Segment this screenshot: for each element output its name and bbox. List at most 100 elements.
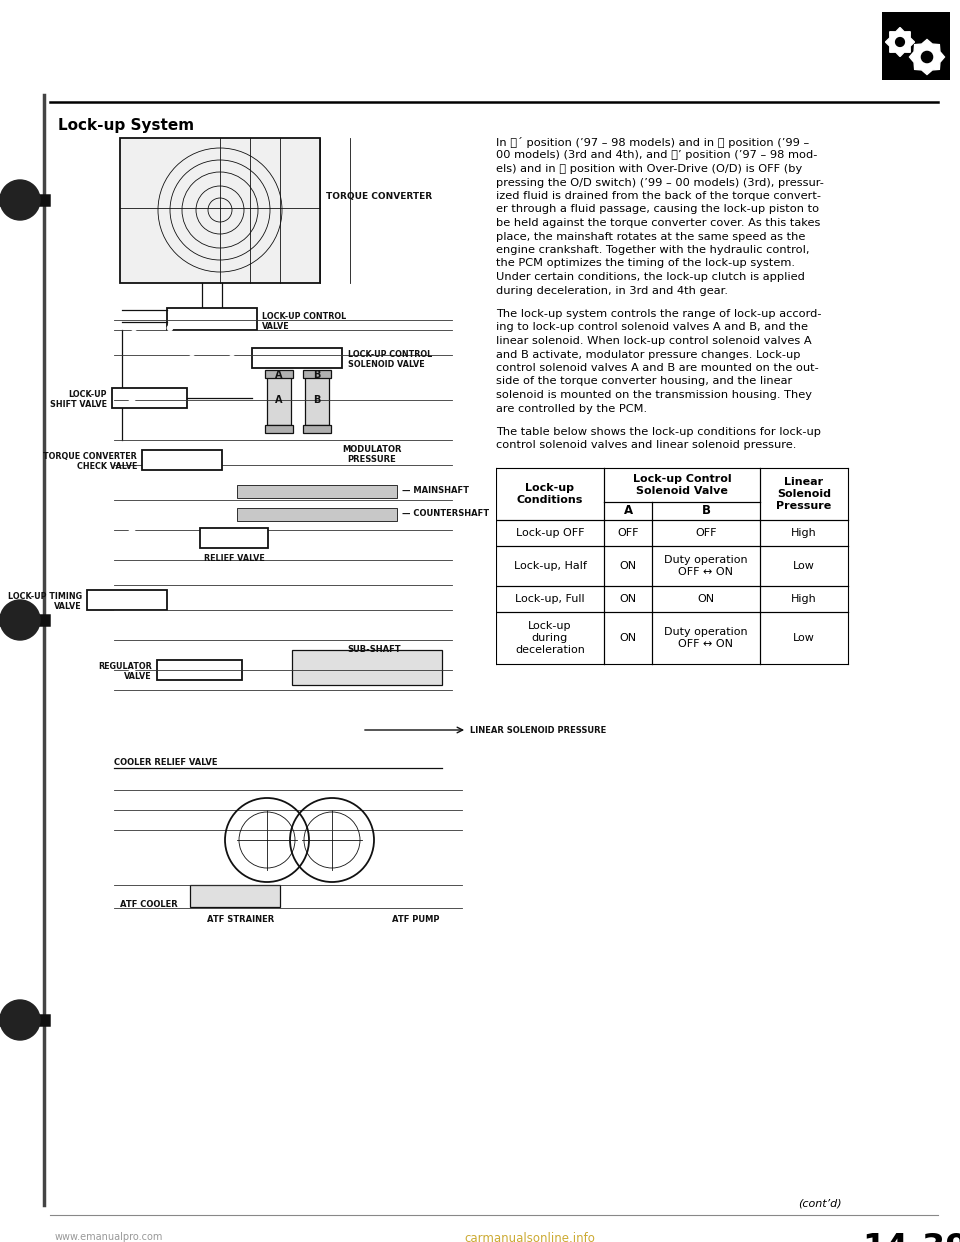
Text: ATF PUMP: ATF PUMP xyxy=(392,915,440,924)
Text: linear solenoid. When lock-up control solenoid valves A: linear solenoid. When lock-up control so… xyxy=(496,337,811,347)
Text: B: B xyxy=(313,395,321,405)
Circle shape xyxy=(189,355,195,361)
Text: The table below shows the lock-up conditions for lock-up: The table below shows the lock-up condit… xyxy=(496,427,821,437)
Text: LOCK-UP CONTROL
SOLENOID VALVE: LOCK-UP CONTROL SOLENOID VALVE xyxy=(348,350,432,369)
Circle shape xyxy=(129,502,135,508)
Text: ized fluid is drained from the back of the torque convert-: ized fluid is drained from the back of t… xyxy=(496,191,821,201)
Circle shape xyxy=(0,1000,40,1040)
Text: TORQUE CONVERTER
CHECK VALVE: TORQUE CONVERTER CHECK VALVE xyxy=(43,452,137,472)
Text: are controlled by the PCM.: are controlled by the PCM. xyxy=(496,404,647,414)
Bar xyxy=(190,886,280,907)
Text: High: High xyxy=(791,594,817,604)
Text: side of the torque converter housing, and the linear: side of the torque converter housing, an… xyxy=(496,376,792,386)
Circle shape xyxy=(229,355,235,361)
Bar xyxy=(200,528,268,548)
Text: during deceleration, in 3rd and 4th gear.: during deceleration, in 3rd and 4th gear… xyxy=(496,286,728,296)
Text: OFF: OFF xyxy=(617,528,638,538)
Text: pressing the O/D switch) (’99 – 00 models) (3rd), pressur-: pressing the O/D switch) (’99 – 00 model… xyxy=(496,178,824,188)
Text: ATF STRAINER: ATF STRAINER xyxy=(207,915,275,924)
Text: The lock-up system controls the range of lock-up accord-: The lock-up system controls the range of… xyxy=(496,309,822,319)
Circle shape xyxy=(0,600,40,640)
Text: ATF COOLER: ATF COOLER xyxy=(120,900,178,909)
Text: ON: ON xyxy=(619,594,636,604)
Bar xyxy=(120,138,320,283)
Polygon shape xyxy=(885,27,915,56)
Text: Low: Low xyxy=(793,633,815,643)
Text: and B activate, modulator pressure changes. Lock-up: and B activate, modulator pressure chang… xyxy=(496,349,801,359)
Circle shape xyxy=(167,325,173,332)
Text: SUB-SHAFT: SUB-SHAFT xyxy=(347,645,400,655)
Bar xyxy=(303,425,331,433)
Text: er through a fluid passage, causing the lock-up piston to: er through a fluid passage, causing the … xyxy=(496,205,819,215)
Text: — MAINSHAFT: — MAINSHAFT xyxy=(402,486,469,496)
Circle shape xyxy=(129,397,135,402)
Text: ON: ON xyxy=(619,561,636,571)
Text: Lock-up Control
Solenoid Valve: Lock-up Control Solenoid Valve xyxy=(633,474,732,496)
Text: TORQUE CONVERTER: TORQUE CONVERTER xyxy=(326,193,432,201)
Circle shape xyxy=(922,51,932,62)
Text: the PCM optimizes the timing of the lock-up system.: the PCM optimizes the timing of the lock… xyxy=(496,258,795,268)
Bar xyxy=(112,388,187,409)
Text: ON: ON xyxy=(697,594,714,604)
Text: 14-39: 14-39 xyxy=(862,1232,960,1242)
Text: carmanualsonline.info: carmanualsonline.info xyxy=(465,1232,595,1242)
Text: MODULATOR
PRESSURE: MODULATOR PRESSURE xyxy=(343,445,401,465)
Text: control solenoid valves and linear solenoid pressure.: control solenoid valves and linear solen… xyxy=(496,441,797,451)
Bar xyxy=(265,425,293,433)
Text: High: High xyxy=(791,528,817,538)
Bar xyxy=(142,450,222,469)
Text: B: B xyxy=(702,504,710,518)
Text: A: A xyxy=(276,395,283,405)
Text: REGULATOR
VALVE: REGULATOR VALVE xyxy=(98,662,152,682)
Circle shape xyxy=(131,325,137,332)
Bar xyxy=(267,375,291,425)
Circle shape xyxy=(129,527,135,533)
Text: Lock-up
during
deceleration: Lock-up during deceleration xyxy=(516,621,585,655)
Text: OFF: OFF xyxy=(695,528,717,538)
Text: Under certain conditions, the lock-up clutch is applied: Under certain conditions, the lock-up cl… xyxy=(496,272,804,282)
Text: control solenoid valves A and B are mounted on the out-: control solenoid valves A and B are moun… xyxy=(496,363,819,373)
Text: place, the mainshaft rotates at the same speed as the: place, the mainshaft rotates at the same… xyxy=(496,231,805,241)
Text: engine crankshaft. Together with the hydraulic control,: engine crankshaft. Together with the hyd… xyxy=(496,245,809,255)
Bar xyxy=(157,660,242,681)
Bar xyxy=(882,12,950,79)
Text: els) and in ⓓ position with Over-Drive (O/D) is OFF (by: els) and in ⓓ position with Over-Drive (… xyxy=(496,164,803,174)
Polygon shape xyxy=(909,40,945,75)
Text: (cont’d): (cont’d) xyxy=(798,1199,842,1208)
Text: Linear
Solenoid
Pressure: Linear Solenoid Pressure xyxy=(777,477,831,510)
Circle shape xyxy=(896,37,904,46)
Bar xyxy=(292,650,442,686)
Circle shape xyxy=(129,592,135,597)
Text: be held against the torque converter cover. As this takes: be held against the torque converter cov… xyxy=(496,219,821,229)
Text: Lock-up, Full: Lock-up, Full xyxy=(516,594,585,604)
Circle shape xyxy=(0,180,40,220)
Text: Duty operation
OFF ↔ ON: Duty operation OFF ↔ ON xyxy=(664,627,748,648)
Text: LOCK-UP TIMING
VALVE: LOCK-UP TIMING VALVE xyxy=(8,592,82,611)
Bar xyxy=(237,484,397,498)
Bar xyxy=(252,348,342,368)
Bar xyxy=(167,308,257,330)
Text: LINEAR SOLENOID PRESSURE: LINEAR SOLENOID PRESSURE xyxy=(470,727,607,735)
Text: A: A xyxy=(276,370,283,380)
Text: — COUNTERSHAFT: — COUNTERSHAFT xyxy=(402,509,490,518)
Text: Lock-up System: Lock-up System xyxy=(58,118,194,133)
Text: solenoid is mounted on the transmission housing. They: solenoid is mounted on the transmission … xyxy=(496,390,812,400)
Circle shape xyxy=(129,667,135,673)
Text: Low: Low xyxy=(793,561,815,571)
Bar xyxy=(303,370,331,378)
Text: ing to lock-up control solenoid valves A and B, and the: ing to lock-up control solenoid valves A… xyxy=(496,323,808,333)
Text: In ⓓ´ position (’97 – 98 models) and in ⓓ position (’99 –: In ⓓ´ position (’97 – 98 models) and in … xyxy=(496,137,809,148)
Text: LOCK-UP CONTROL
VALVE: LOCK-UP CONTROL VALVE xyxy=(262,312,347,332)
Text: A: A xyxy=(623,504,633,518)
Text: Duty operation
OFF ↔ ON: Duty operation OFF ↔ ON xyxy=(664,555,748,576)
Text: 00 models) (3rd and 4th), and ⓓ’ position (’97 – 98 mod-: 00 models) (3rd and 4th), and ⓓ’ positio… xyxy=(496,150,817,160)
Text: RELIEF VALVE: RELIEF VALVE xyxy=(204,554,264,563)
Bar xyxy=(265,370,293,378)
Bar xyxy=(237,508,397,520)
Bar xyxy=(87,590,167,610)
Text: Lock-up OFF: Lock-up OFF xyxy=(516,528,585,538)
Circle shape xyxy=(149,462,155,468)
Text: Lock-up
Conditions: Lock-up Conditions xyxy=(516,483,583,504)
Text: LOCK-UP
SHIFT VALVE: LOCK-UP SHIFT VALVE xyxy=(50,390,107,410)
Bar xyxy=(305,375,329,425)
